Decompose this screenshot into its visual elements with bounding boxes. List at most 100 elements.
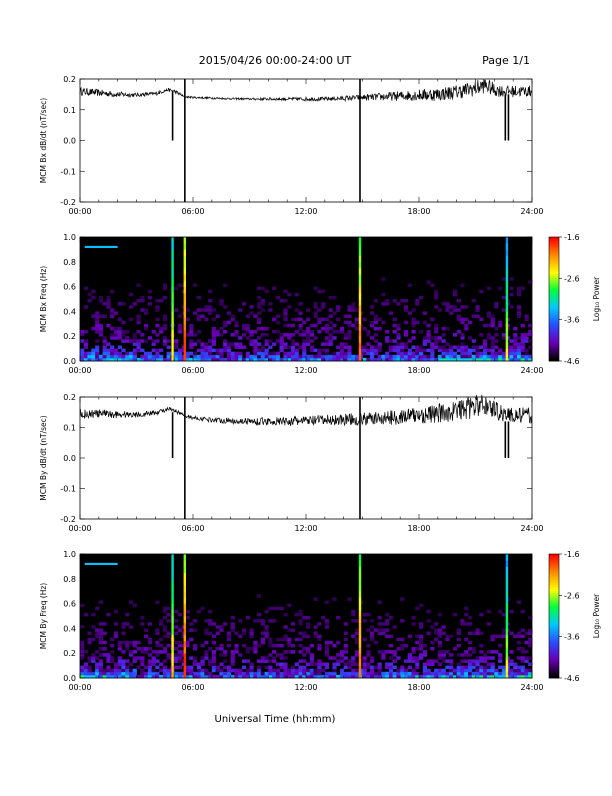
spectrogram-cell (260, 302, 265, 306)
spectrogram-cell (298, 317, 303, 322)
spectrogram-cell (388, 656, 394, 660)
colorbar-segment (549, 340, 559, 343)
spectrogram-cell (309, 345, 314, 349)
spectrogram-cell (520, 354, 525, 359)
spectrogram-cell (464, 659, 469, 663)
spectrogram-cell (215, 647, 220, 651)
spectrogram-cell (306, 674, 311, 679)
spectrogram-cell (445, 665, 450, 670)
spectrogram-cell (298, 357, 303, 362)
spectrogram-cell (385, 650, 390, 654)
spectrogram-cell (121, 354, 126, 359)
spectrogram-cell (117, 351, 122, 356)
spectral-band-segment (171, 560, 174, 567)
spectrogram-cell (174, 665, 179, 670)
spectrogram-cell (147, 289, 152, 294)
spectrogram-cell (366, 671, 371, 676)
spectrogram-cell (339, 354, 345, 359)
spectrogram-cell (400, 647, 405, 651)
spectrogram-cell (272, 330, 277, 334)
spectrogram-cell (260, 354, 265, 359)
spectrogram-cell (388, 357, 394, 362)
spectrogram-cell (524, 656, 529, 660)
spectrogram-cell (460, 317, 465, 322)
spectrogram-cell (110, 289, 115, 294)
spectrogram-cell (136, 357, 141, 362)
spectrogram-cell (268, 659, 273, 663)
spectrogram-cell (468, 662, 473, 666)
spectrogram-cell (524, 357, 529, 362)
colorbar-segment (549, 649, 559, 652)
spectrogram-cell (486, 656, 491, 660)
spectrogram-cell (140, 357, 145, 362)
spectrogram-cell (456, 357, 461, 362)
spectrogram-cell (494, 668, 499, 673)
spectrogram-cell (479, 317, 484, 322)
spectral-band-segment (358, 274, 362, 281)
spectrogram-cell (403, 299, 409, 303)
spectrogram-cell (264, 659, 269, 663)
spectrogram-cell (509, 348, 514, 353)
spectrogram-cell (162, 295, 168, 300)
spectrogram-cell (306, 668, 311, 673)
spectrogram-cell (242, 674, 247, 679)
colorbar-segment (549, 624, 559, 627)
spectrogram-cell (257, 674, 262, 679)
spectrogram-cell (422, 668, 427, 673)
spectrogram-cell (87, 674, 92, 679)
spectrogram-cell (445, 302, 450, 306)
spectrogram-cell (208, 674, 213, 679)
spectrogram-cell (147, 357, 152, 362)
spectrogram-cell (268, 671, 273, 676)
spectrogram-cell (166, 345, 171, 349)
spectrogram-cell (449, 345, 454, 349)
spectrogram-cell (464, 323, 469, 328)
spectrogram-cell (234, 631, 239, 635)
spectrogram-cell (479, 665, 484, 670)
spectral-band-segment (171, 348, 174, 356)
spectrogram-cell (336, 640, 341, 645)
spectrogram-cell (302, 674, 307, 679)
spectrogram-cell (106, 342, 111, 346)
spectrogram-cell (151, 662, 156, 666)
spectrogram-cell (83, 345, 88, 349)
spectrogram-cell (290, 668, 296, 673)
spectrogram-cell (200, 606, 205, 611)
spectrogram-cell (471, 348, 476, 353)
spectrogram-cell (343, 671, 348, 676)
spectrogram-cell (456, 674, 461, 679)
spectrogram-cell (125, 643, 130, 648)
spectrogram-cell (475, 357, 480, 362)
spectrogram-cell (162, 323, 168, 328)
spectrogram-cell (355, 671, 360, 676)
spectrogram-cell (313, 336, 318, 340)
spectral-band-segment (505, 616, 509, 623)
spectrogram-cell (257, 336, 262, 340)
spectrogram-cell (177, 628, 183, 632)
spectrogram-cell (110, 314, 115, 318)
colorbar-segment (549, 663, 559, 666)
spectrogram-cell (211, 622, 216, 626)
spectral-band-segment (183, 603, 186, 611)
spectrogram-cell (509, 339, 514, 343)
spectral-band-segment (505, 311, 509, 318)
spectrogram-cell (117, 674, 122, 679)
spectrogram-cell (509, 662, 514, 666)
spectrogram-cell (196, 609, 201, 614)
spectral-band-segment (171, 585, 174, 592)
spectrogram-cell (490, 357, 495, 362)
spectrogram-cell (373, 345, 378, 349)
colorbar-segment (549, 354, 559, 358)
spectral-band-segment (171, 305, 174, 312)
spectrogram-cell (366, 650, 371, 654)
spectrogram-cell (430, 283, 435, 287)
spectrogram-cell (437, 640, 442, 645)
spectrogram-cell (400, 351, 405, 356)
spectrogram-cell (113, 333, 119, 337)
spectrogram-cell (332, 668, 337, 673)
spectrogram-cell (132, 354, 137, 359)
spectrogram-cell (136, 299, 141, 303)
spectrogram-cell (332, 311, 337, 315)
spectrogram-cell (351, 323, 356, 328)
spectrogram-cell (260, 348, 265, 353)
